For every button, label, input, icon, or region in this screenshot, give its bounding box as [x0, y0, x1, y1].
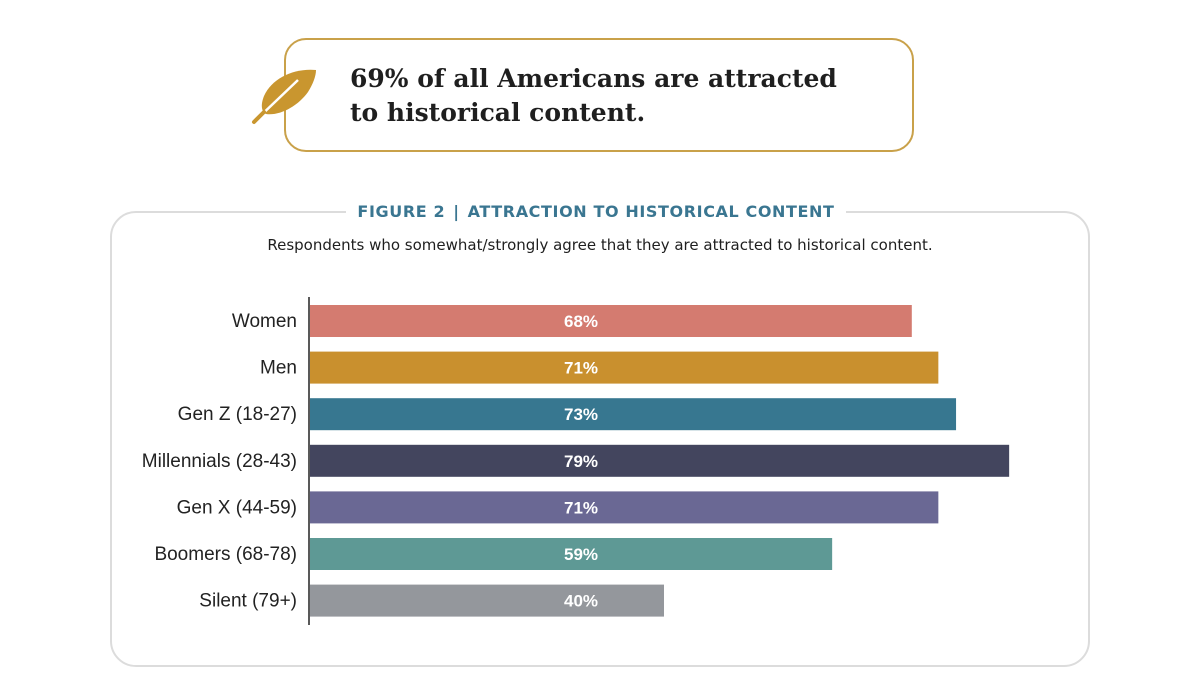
category-label: Boomers (68-78): [154, 544, 297, 565]
value-label: 71%: [564, 498, 598, 517]
category-label: Silent (79+): [199, 591, 297, 612]
callout-text: 69% of all Americans are attracted to hi…: [350, 62, 870, 130]
bar-millennials-28-43: [310, 444, 1010, 477]
category-label: Millennials (28-43): [142, 451, 297, 472]
feather-icon: [252, 69, 316, 124]
callout-box: [284, 38, 914, 152]
bar-silent-79: [310, 584, 664, 617]
category-label: Women: [232, 311, 297, 332]
value-label: 73%: [564, 405, 598, 424]
figure-title-text: ATTRACTION TO HISTORICAL CONTENT: [467, 202, 835, 221]
figure-subtitle: Respondents who somewhat/strongly agree …: [267, 236, 933, 254]
bar-men: [310, 351, 939, 384]
value-label: 71%: [564, 359, 598, 378]
figure-title-separator: |: [453, 202, 460, 221]
bar-women: [310, 305, 912, 337]
callout-line-2: to historical content.: [350, 98, 646, 127]
value-label: 79%: [564, 452, 598, 471]
figure-title: FIGURE 2 | ATTRACTION TO HISTORICAL CONTEN…: [346, 200, 846, 224]
figure-label: FIGURE 2: [357, 202, 446, 221]
value-label: 68%: [564, 312, 598, 331]
bar-boomers-68-78: [310, 538, 833, 570]
category-label: Gen Z (18-27): [178, 404, 297, 425]
value-label: 40%: [564, 592, 598, 611]
bar-gen-z-18-27: [310, 398, 957, 431]
value-label: 59%: [564, 545, 598, 564]
category-label: Men: [260, 358, 297, 379]
category-label: Gen X (44-59): [177, 497, 297, 518]
callout-line-1: 69% of all Americans are attracted: [350, 64, 837, 93]
bar-gen-x-44-59: [310, 491, 939, 524]
